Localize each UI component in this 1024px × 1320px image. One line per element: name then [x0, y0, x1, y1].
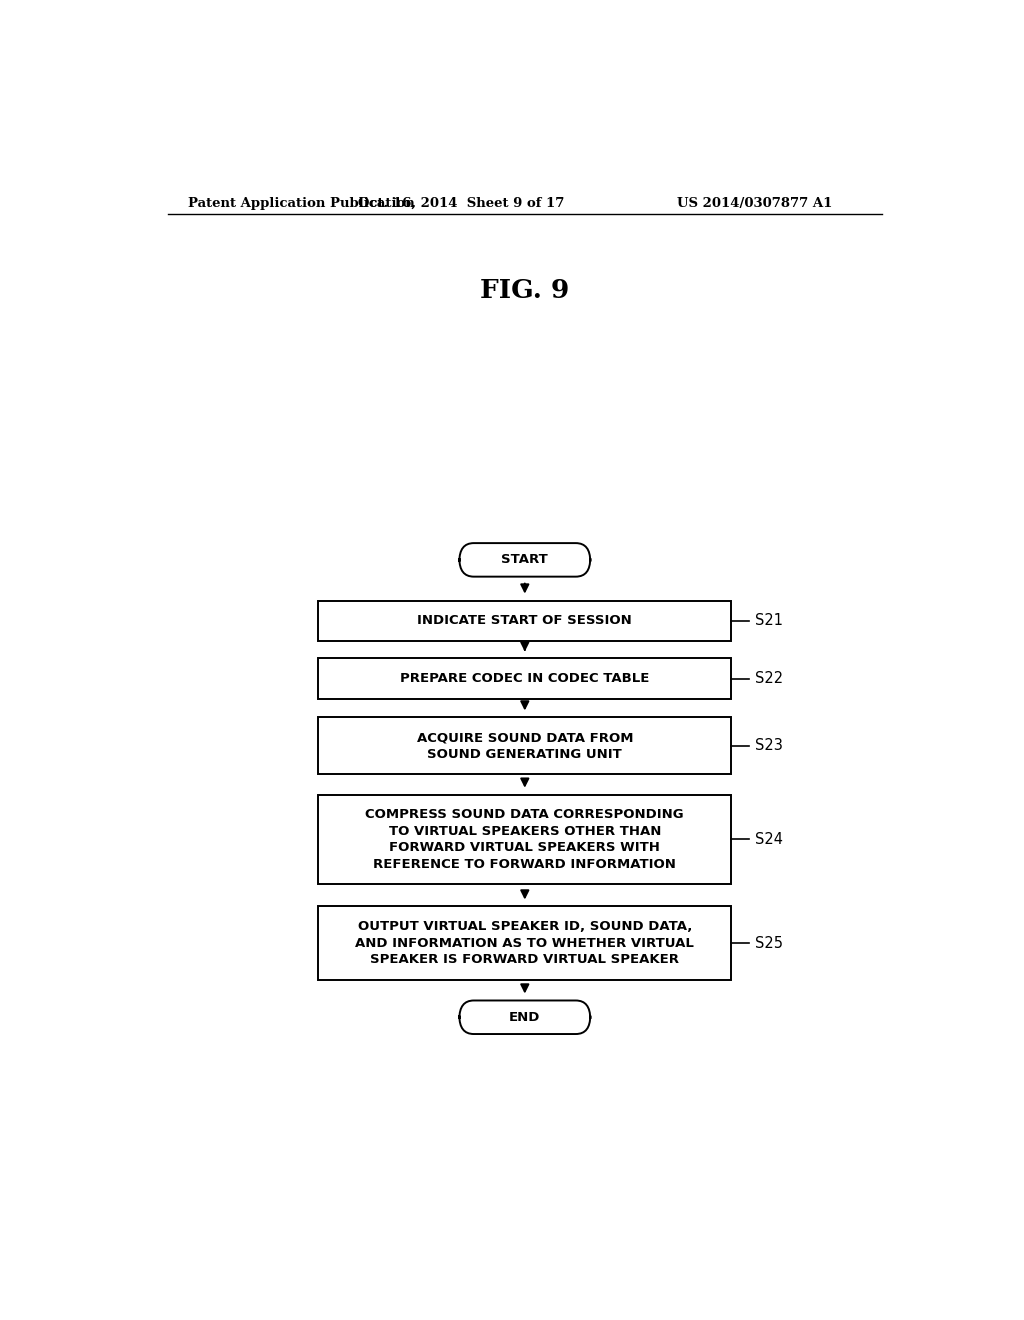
- Text: S25: S25: [755, 936, 783, 950]
- Text: US 2014/0307877 A1: US 2014/0307877 A1: [677, 197, 833, 210]
- Text: START: START: [502, 553, 548, 566]
- Text: S24: S24: [755, 832, 783, 847]
- Text: Oct. 16, 2014  Sheet 9 of 17: Oct. 16, 2014 Sheet 9 of 17: [358, 197, 564, 210]
- Text: INDICATE START OF SESSION: INDICATE START OF SESSION: [418, 614, 632, 627]
- Text: S23: S23: [755, 738, 782, 754]
- Text: S22: S22: [755, 672, 783, 686]
- FancyBboxPatch shape: [460, 543, 590, 577]
- Text: S21: S21: [755, 614, 783, 628]
- Text: FIG. 9: FIG. 9: [480, 279, 569, 304]
- Text: OUTPUT VIRTUAL SPEAKER ID, SOUND DATA,
AND INFORMATION AS TO WHETHER VIRTUAL
SPE: OUTPUT VIRTUAL SPEAKER ID, SOUND DATA, A…: [355, 920, 694, 966]
- Bar: [318, 601, 731, 642]
- Text: END: END: [509, 1011, 541, 1024]
- Text: Patent Application Publication: Patent Application Publication: [187, 197, 415, 210]
- FancyBboxPatch shape: [460, 1001, 590, 1034]
- Bar: [318, 795, 731, 884]
- Text: COMPRESS SOUND DATA CORRESPONDING
TO VIRTUAL SPEAKERS OTHER THAN
FORWARD VIRTUAL: COMPRESS SOUND DATA CORRESPONDING TO VIR…: [366, 808, 684, 871]
- Bar: [318, 659, 731, 700]
- Bar: [318, 718, 731, 775]
- Bar: [318, 907, 731, 979]
- Text: ACQUIRE SOUND DATA FROM
SOUND GENERATING UNIT: ACQUIRE SOUND DATA FROM SOUND GENERATING…: [417, 731, 633, 760]
- Text: PREPARE CODEC IN CODEC TABLE: PREPARE CODEC IN CODEC TABLE: [400, 672, 649, 685]
